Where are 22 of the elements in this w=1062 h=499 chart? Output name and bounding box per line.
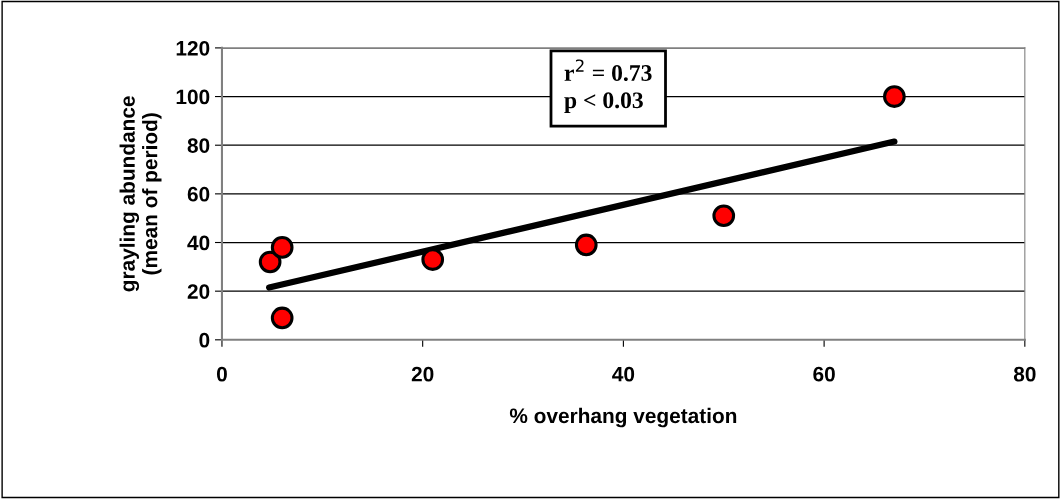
y-axis-title: grayling abundance (mean of period)	[119, 96, 162, 292]
point	[883, 85, 906, 108]
point	[574, 233, 598, 257]
point	[270, 236, 294, 259]
x-tick-label: 80	[1013, 366, 1036, 382]
y-tick-label: 40	[187, 235, 210, 251]
point	[712, 204, 736, 228]
x-tick-label: 40	[612, 366, 635, 382]
x-tick-label: 0	[216, 366, 227, 382]
annotation: r$^{2}$ = 0.73 p < 0.03	[564, 59, 652, 114]
x-tick-label: 60	[813, 366, 835, 382]
x-axis-title: % overhang vegetation	[509, 407, 737, 428]
y-tick-label: 80	[187, 138, 210, 153]
x-tick-label: 20	[411, 366, 434, 382]
y-tick-label: 20	[187, 284, 210, 299]
y-tick-label: 60	[187, 186, 210, 202]
point	[258, 250, 282, 274]
y-tick-label: 0	[199, 332, 210, 348]
point	[270, 306, 294, 330]
y-tick-label: 100	[176, 89, 210, 105]
y-tick-label: 120	[176, 40, 210, 56]
point	[421, 248, 445, 271]
